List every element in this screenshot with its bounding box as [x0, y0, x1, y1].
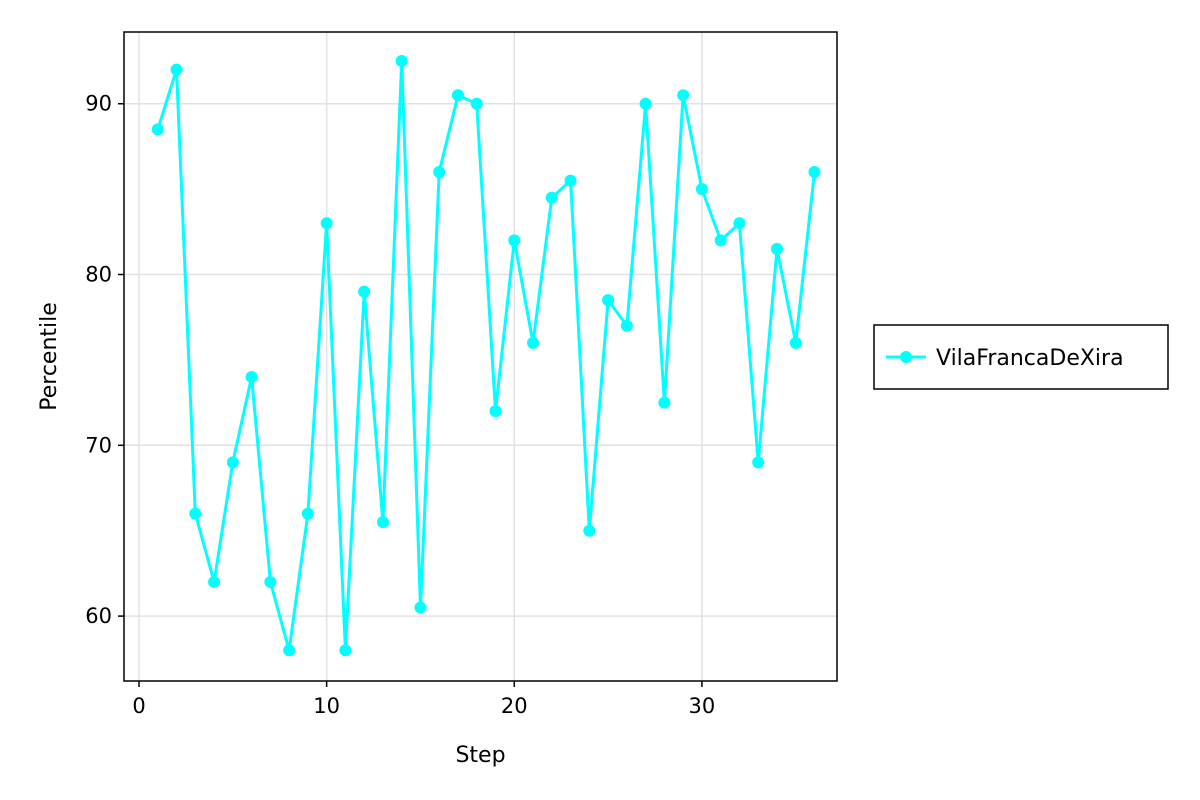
x-tick-label: 20: [501, 694, 528, 718]
data-point: [245, 370, 258, 383]
data-point: [189, 507, 202, 520]
data-point: [527, 336, 540, 349]
data-point: [564, 174, 577, 187]
data-point: [301, 507, 314, 520]
y-axis-title: Percentile: [37, 302, 62, 411]
data-point: [583, 524, 596, 537]
data-point: [808, 166, 821, 179]
data-point: [620, 319, 633, 332]
data-point: [658, 396, 671, 409]
data-point: [489, 405, 502, 418]
legend-marker-swatch: [900, 351, 912, 363]
x-tick-label: 0: [132, 694, 145, 718]
y-tick-label: 80: [85, 263, 112, 287]
data-point: [226, 456, 239, 469]
data-point: [451, 89, 464, 102]
y-tick-label: 90: [85, 92, 112, 116]
grid-lines: [124, 32, 837, 681]
data-point: [358, 285, 371, 298]
data-point: [376, 516, 389, 529]
legend-label: VilaFrancaDeXira: [936, 346, 1124, 371]
data-point: [151, 123, 164, 136]
data-point: [508, 234, 521, 247]
x-tick-label: 10: [313, 694, 340, 718]
data-point: [414, 601, 427, 614]
x-axis-title: Step: [455, 743, 505, 768]
series-line: [156, 59, 816, 652]
data-point: [677, 89, 690, 102]
data-point: [733, 217, 746, 230]
data-point: [170, 63, 183, 76]
data-point: [339, 644, 352, 657]
data-point: [208, 575, 221, 588]
y-tick-label: 60: [85, 604, 112, 628]
data-point: [433, 166, 446, 179]
x-tick-label: 30: [689, 694, 716, 718]
data-point: [695, 183, 708, 196]
data-point: [752, 456, 765, 469]
data-point: [714, 234, 727, 247]
data-point: [470, 97, 483, 110]
plot-frame: [123, 31, 838, 682]
data-point: [283, 644, 296, 657]
data-point: [639, 97, 652, 110]
data-point: [320, 217, 333, 230]
data-point: [264, 575, 277, 588]
data-point: [395, 55, 408, 68]
legend: VilaFrancaDeXira: [873, 324, 1169, 390]
data-point: [770, 242, 783, 255]
y-tick-label: 70: [85, 433, 112, 457]
axis-ticks: 0 10 20 30 60 70 80 90: [85, 92, 715, 718]
series-layer: [151, 55, 821, 657]
data-point: [789, 336, 802, 349]
data-point: [602, 294, 615, 307]
data-point: [545, 191, 558, 204]
